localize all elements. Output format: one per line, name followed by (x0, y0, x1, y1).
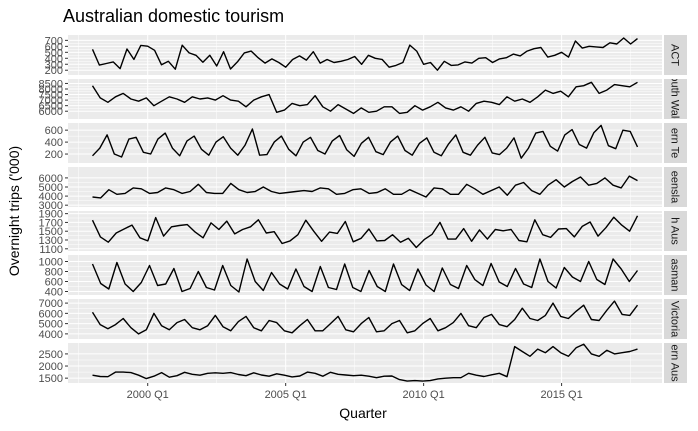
series-line (91, 37, 638, 71)
facet-strip-label-clip: asman (669, 258, 681, 291)
y-tick-label: 6500 (39, 101, 63, 113)
y-tick-label: 1500 (39, 226, 63, 238)
y-tick-label: 6000 (39, 106, 63, 118)
y-tick-label: 700 (45, 35, 63, 47)
y-tick-label: 800 (45, 267, 63, 279)
y-tick-label: 600 (45, 41, 63, 53)
y-tick-label: 1300 (39, 235, 63, 247)
facet-strip (664, 299, 687, 339)
facet-strip-label: ern Te (669, 128, 681, 158)
panel-background (68, 299, 662, 339)
chart-title: Australian domestic tourism (63, 6, 284, 26)
y-axis-title: Overnight trips ('000) (6, 146, 22, 276)
panel-background (68, 123, 662, 163)
facet-strip-label: ern Aus (669, 344, 681, 382)
y-tick-label: 500 (45, 47, 63, 59)
facet-strip (664, 35, 687, 75)
facet-strip-label-clip: h Aus (669, 217, 681, 245)
facet-strip-label: South Wales (669, 68, 681, 130)
y-tick-label: 2500 (39, 349, 63, 361)
facet-strip-label-clip: ACT (669, 44, 681, 66)
x-tick-label: 2010 Q1 (403, 389, 445, 401)
y-tick-label: 5000 (39, 182, 63, 194)
facet-strip-label: ACT (669, 44, 681, 66)
y-tick-label: 1900 (39, 209, 63, 221)
facet-strip (664, 123, 687, 163)
facet-strip (664, 343, 687, 383)
x-tick-label: 2000 Q1 (127, 389, 169, 401)
y-tick-label: 6000 (39, 173, 63, 185)
facet-strip-label: asman (669, 258, 681, 291)
y-tick-label: 8000 (39, 84, 63, 96)
series-line (92, 343, 638, 382)
y-tick-label: 200 (45, 65, 63, 77)
facet-strip-label-clip: eensla (669, 171, 681, 204)
y-tick-label: 1000 (39, 257, 63, 269)
panel-background (68, 35, 662, 75)
series-line (91, 258, 639, 293)
y-tick-label: 600 (45, 125, 63, 137)
series-line (91, 124, 639, 159)
y-tick-label: 3000 (39, 200, 63, 212)
series-line (91, 215, 639, 249)
facet-strip-label-clip: South Wales (669, 68, 681, 130)
y-tick-label: 7500 (39, 90, 63, 102)
y-tick-label: 400 (45, 137, 63, 149)
y-tick-label: 6000 (39, 308, 63, 320)
y-tick-label: 2000 (39, 361, 63, 373)
series-line (91, 300, 639, 335)
y-tick-label: 1100 (39, 244, 63, 256)
x-tick-label: 2015 Q1 (540, 389, 582, 401)
y-tick-label: 4000 (39, 191, 63, 203)
facet-strip-label: h Aus (669, 217, 681, 245)
y-tick-label: 400 (45, 53, 63, 65)
y-tick-label: 8500 (39, 78, 63, 90)
panel-background (68, 343, 662, 383)
y-tick-label: 600 (45, 277, 63, 289)
facet-strip-label-clip: ern Aus (669, 344, 681, 382)
panel-background (68, 79, 662, 119)
x-axis: 2000 Q1 2005 Q1 2010 Q1 2015 Q1 (127, 383, 583, 401)
y-tick-label: 7000 (39, 95, 63, 107)
x-tick-label: 2005 Q1 (265, 389, 307, 401)
series-line (92, 175, 638, 199)
y-tick-label: 1500 (39, 373, 63, 385)
facet-strip (664, 255, 687, 295)
x-axis-title: Quarter (339, 405, 387, 421)
y-tick-label: 1700 (39, 217, 63, 229)
facet-strip (664, 167, 687, 207)
series-line (91, 81, 638, 115)
y-tick-label: 4000 (39, 329, 63, 341)
facet-strip-label: Victoria (669, 301, 681, 338)
y-tick-label: 400 (45, 287, 63, 299)
facet-strip-label-clip: Victoria (669, 301, 681, 338)
facet-strip-label-clip: ern Te (669, 128, 681, 158)
facet-strip (664, 211, 687, 251)
y-tick-label: 300 (45, 59, 63, 71)
y-tick-label: 5000 (39, 319, 63, 331)
y-tick-label: 7000 (39, 298, 63, 310)
facet-strip-label: eensla (669, 171, 681, 204)
facet-strip (664, 79, 687, 119)
panels-layer: 200300400500600700ACT6000650070007500800… (39, 35, 687, 385)
y-tick-label: 200 (45, 149, 63, 161)
